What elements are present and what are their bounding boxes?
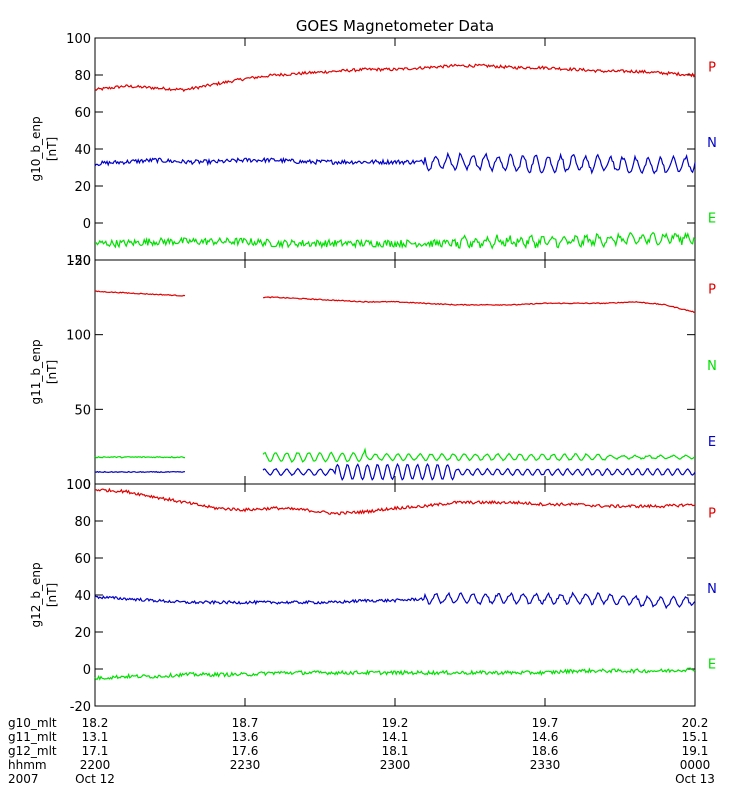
panel-g12: -20 0 20 40 60 80 100 g12_b_enp [nT] P N E — [29, 478, 717, 715]
x-row-label: g12_mlt — [8, 744, 57, 758]
x-tick-label: Oct 12 — [75, 772, 115, 786]
x-row-label: g11_mlt — [8, 730, 57, 744]
series-line-g11-P — [94, 290, 186, 297]
y-tick-label: 40 — [74, 589, 91, 604]
y-tick-label: 20 — [74, 626, 91, 641]
y-tick-label: 100 — [66, 329, 91, 344]
y-tick-label: 0 — [83, 663, 91, 678]
panel-yunit: [nT] — [45, 583, 59, 607]
x-tick-label: 2200 — [80, 758, 111, 772]
y-tick-label: -20 — [70, 700, 91, 715]
x-tick-label: 17.1 — [82, 744, 109, 758]
x-tick-label: 0000 — [680, 758, 711, 772]
x-axis-labels: g10_mlt 18.2 18.7 19.2 19.7 20.2 g11_mlt 13.1 13… — [8, 716, 715, 786]
panel-frame — [94, 259, 696, 485]
y-tick-label: 100 — [66, 478, 91, 493]
y-tick-label: 80 — [74, 69, 91, 84]
y-tick-label: 100 — [66, 32, 91, 47]
legend-label-E: E — [708, 657, 716, 672]
chart-title: GOES Magnetometer Data — [296, 17, 494, 35]
panel-ylabel: g11_b_enp — [29, 339, 43, 404]
y-tick-label: 40 — [74, 143, 91, 158]
series-line-g11-P — [262, 296, 696, 313]
legend-label-P: P — [708, 283, 716, 298]
x-row-label: hhmm — [8, 758, 47, 772]
legend-label-N: N — [707, 582, 717, 597]
panel-yunit: [nT] — [45, 137, 59, 161]
legend-label-P: P — [708, 506, 716, 521]
x-tick-label: 2330 — [530, 758, 561, 772]
y-tick-label: 50 — [74, 403, 91, 418]
x-tick-label: Oct 13 — [675, 772, 715, 786]
x-tick-label: 2300 — [380, 758, 411, 772]
x-tick-label: 18.2 — [82, 716, 109, 730]
y-tick-label: -20 — [70, 254, 91, 269]
x-tick-label: 13.6 — [232, 730, 259, 744]
x-tick-label: 19.7 — [532, 716, 559, 730]
series-line-g11-E — [262, 462, 696, 481]
x-tick-label: 18.7 — [232, 716, 259, 730]
y-tick-label: 150 — [66, 254, 91, 269]
y-tick-label: 0 — [83, 478, 91, 493]
x-tick-label: 19.1 — [682, 744, 709, 758]
y-tick-label: 0 — [83, 217, 91, 232]
y-tick-label: 60 — [74, 106, 91, 121]
series-line-g10-N — [94, 151, 696, 175]
series-line-g11-N — [94, 455, 185, 459]
x-row-label: 2007 — [8, 772, 39, 786]
panel-g11: 0 50 100 150 g11_b_enp [nT] P N E — [29, 254, 717, 493]
x-tick-label: 18.6 — [532, 744, 559, 758]
x-tick-label: 20.2 — [682, 716, 709, 730]
x-tick-label: 14.6 — [532, 730, 559, 744]
legend-label-E: E — [708, 435, 716, 450]
series-line-g10-E — [94, 231, 696, 250]
panel-ylabel: g10_b_enp — [29, 116, 43, 181]
series-line-g10-P — [94, 63, 696, 93]
series-line-g11-E — [94, 470, 185, 474]
series-line-g12-N — [94, 591, 696, 610]
legend-label-P: P — [708, 60, 716, 75]
x-tick-label: 18.1 — [382, 744, 409, 758]
x-tick-label: 14.1 — [382, 730, 409, 744]
legend-label-N: N — [707, 136, 717, 151]
panel-ylabel: g12_b_enp — [29, 562, 43, 627]
x-tick-label: 13.1 — [82, 730, 109, 744]
legend-label-N: N — [707, 359, 717, 374]
series-line-g12-P — [94, 487, 696, 516]
x-tick-label: 19.2 — [382, 716, 409, 730]
panel-g10: -20 0 20 40 60 80 100 g10_b_enp [nT] P N E — [29, 32, 717, 269]
x-row-label: g10_mlt — [8, 716, 57, 730]
x-tick-label: 17.6 — [232, 744, 259, 758]
panel-yunit: [nT] — [45, 360, 59, 384]
legend-label-E: E — [708, 211, 716, 226]
series-line-g11-N — [262, 447, 695, 464]
series-line-g12-E — [94, 667, 696, 681]
x-tick-label: 15.1 — [682, 730, 709, 744]
y-tick-label: 20 — [74, 180, 91, 195]
y-tick-label: 60 — [74, 552, 91, 567]
x-tick-label: 2230 — [230, 758, 261, 772]
y-tick-label: 80 — [74, 515, 91, 530]
